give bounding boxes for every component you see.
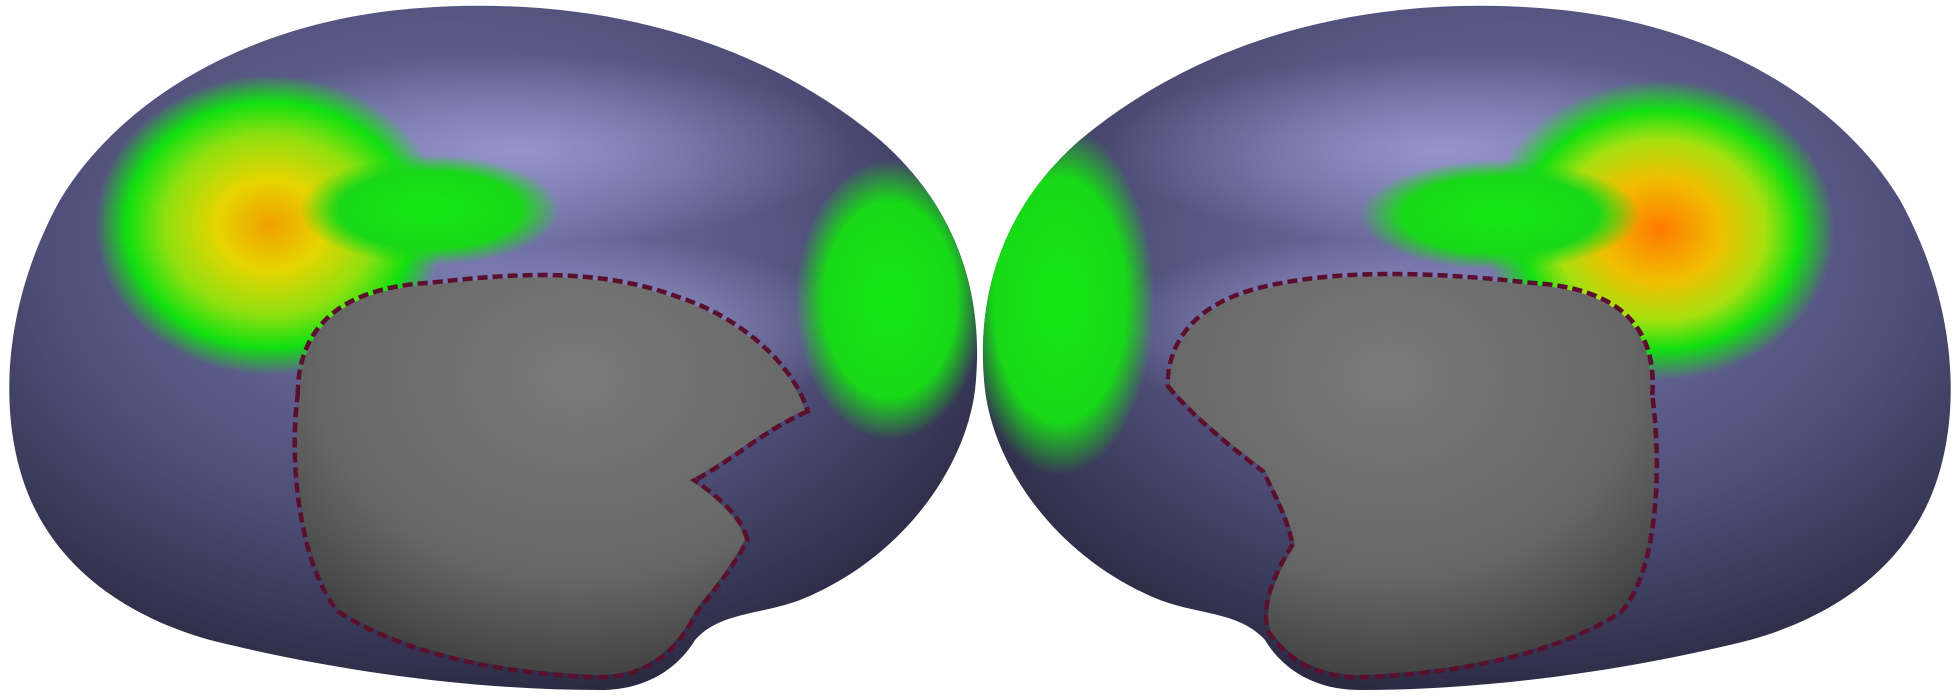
- right-hemisphere: [982, 5, 1951, 690]
- left-activation-parietal-extension: [300, 155, 560, 265]
- right-activation-parietal-extension: [1360, 160, 1640, 270]
- right-medial-wall: [1170, 276, 1655, 675]
- left-hemisphere: [9, 5, 978, 690]
- left-activation-frontal: [795, 160, 978, 440]
- right-activation-frontal: [982, 125, 1155, 475]
- left-medial-wall: [296, 277, 805, 675]
- left-activation-parietal: [95, 75, 445, 375]
